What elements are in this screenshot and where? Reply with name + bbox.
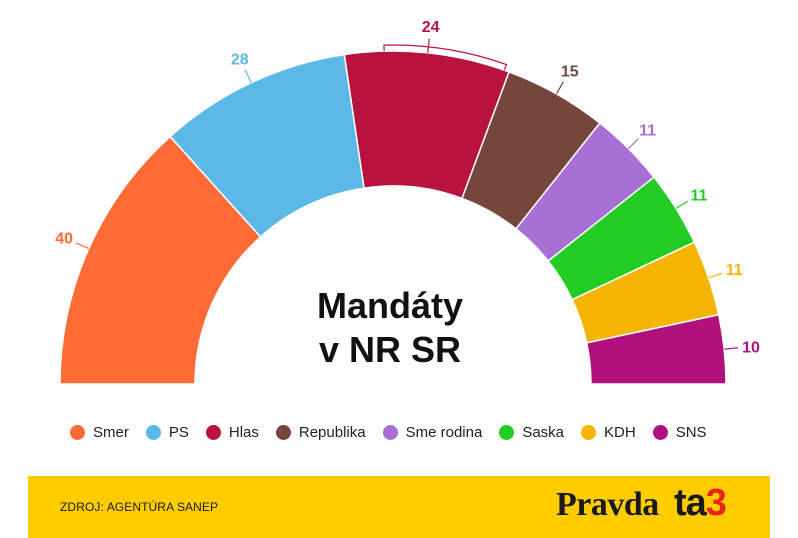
legend-label-sns: SNS: [675, 424, 707, 441]
seat-label-kdh: 11: [726, 262, 743, 279]
seat-label-hlas: 24: [422, 19, 440, 36]
legend-label-kdh: KDH: [604, 424, 636, 441]
legend-item-saska: Saska: [499, 424, 564, 441]
ta3-logo-ta: ta: [674, 482, 707, 524]
seat-label-saska: 11: [691, 187, 708, 204]
ta3-logo-3: 3: [705, 482, 727, 524]
legend-item-kdh: KDH: [581, 424, 636, 441]
legend-item-hlas: Hlas: [205, 424, 259, 441]
leader-line-kdh: [708, 272, 723, 279]
legend-item-republika: Republika: [275, 424, 366, 441]
legend-label-republika: Republika: [298, 424, 366, 441]
pravda-logo: Pravda: [556, 486, 659, 523]
ta3-logo: ta3: [674, 482, 727, 525]
legend-label-saska: Saska: [522, 424, 565, 441]
seat-label-smer: 40: [55, 231, 73, 248]
legend-dot-sme-rodina: [382, 425, 398, 440]
seat-label-sme-rodina: 11: [639, 122, 656, 139]
leader-line-sns: [724, 347, 739, 350]
legend-label-smer: Smer: [93, 424, 129, 441]
legend-item-sns: SNS: [652, 424, 707, 441]
majority-bracket: [383, 44, 508, 71]
legend-dot-hlas: [205, 425, 221, 440]
leader-line-sme-rodina: [628, 138, 639, 149]
legend-label-hlas: Hlas: [228, 424, 259, 441]
footer-bar: ZDROJ: AGENTÚRA SANEP Pravda ta3: [28, 476, 770, 538]
segment-sns: [585, 313, 727, 385]
legend-dot-sns: [652, 425, 668, 440]
chart-title-line-1: Mandáty: [317, 285, 463, 326]
seat-label-sns: 10: [742, 339, 760, 356]
seat-label-ps: 28: [231, 51, 249, 68]
legend-item-smer: Smer: [70, 424, 129, 441]
parliament-chart: 40 28 24 15 11 11 11 10 Mandáty v NR SR: [55, 19, 760, 385]
leader-line-saska: [675, 200, 689, 210]
legend-label-sme-rodina: Sme rodina: [405, 424, 483, 441]
leader-line-ps: [244, 69, 252, 83]
legend-dot-republika: [275, 425, 291, 440]
legend-item-ps: PS: [145, 424, 189, 441]
legend-dot-smer: [70, 425, 85, 440]
seat-label-republika: 15: [561, 63, 579, 80]
leader-line-smer: [75, 242, 90, 250]
legend-item-sme-rodina: Sme rodina: [382, 424, 483, 441]
leader-line-republika: [555, 81, 564, 95]
legend-dot-kdh: [581, 425, 597, 440]
legend-dot-ps: [145, 425, 161, 440]
leader-line-hlas: [427, 38, 430, 53]
legend-label-ps: PS: [168, 424, 189, 441]
legend-dot-saska: [499, 425, 515, 440]
legend: Smer PS Hlas Republika Sme rodina Saska …: [70, 424, 724, 441]
source-text: ZDROJ: AGENTÚRA SANEP: [60, 500, 219, 514]
chart-title-line-2: v NR SR: [319, 329, 461, 370]
